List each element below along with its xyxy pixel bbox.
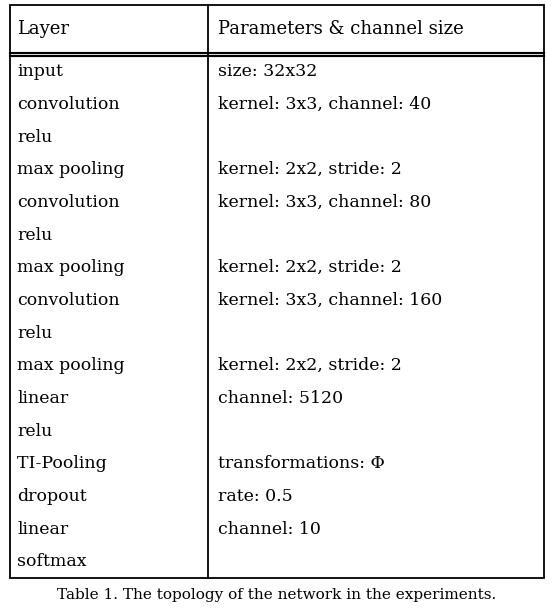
Text: TI-​Pooling: TI-​Pooling bbox=[17, 455, 107, 472]
Text: relu: relu bbox=[17, 227, 52, 244]
Text: kernel: 3x3, channel: 80: kernel: 3x3, channel: 80 bbox=[218, 194, 431, 211]
Text: channel: 10: channel: 10 bbox=[218, 521, 321, 537]
Text: kernel: 3x3, channel: 160: kernel: 3x3, channel: 160 bbox=[218, 292, 442, 309]
Text: max pooling: max pooling bbox=[17, 161, 125, 178]
Text: Table 1. The topology of the network in the experiments.: Table 1. The topology of the network in … bbox=[58, 588, 496, 602]
Text: convolution: convolution bbox=[17, 96, 120, 113]
Text: input: input bbox=[17, 63, 63, 80]
Text: kernel: 2x2, stride: 2: kernel: 2x2, stride: 2 bbox=[218, 259, 402, 276]
Text: dropout: dropout bbox=[17, 488, 86, 505]
Text: relu: relu bbox=[17, 129, 52, 146]
Text: rate: 0.5: rate: 0.5 bbox=[218, 488, 293, 505]
Text: kernel: 2x2, stride: 2: kernel: 2x2, stride: 2 bbox=[218, 161, 402, 178]
Text: max pooling: max pooling bbox=[17, 259, 125, 276]
Text: max pooling: max pooling bbox=[17, 357, 125, 375]
Text: Parameters & channel size: Parameters & channel size bbox=[218, 20, 464, 38]
Text: kernel: 2x2, stride: 2: kernel: 2x2, stride: 2 bbox=[218, 357, 402, 375]
Text: linear: linear bbox=[17, 390, 68, 407]
Text: softmax: softmax bbox=[17, 553, 86, 570]
Text: size: 32x32: size: 32x32 bbox=[218, 63, 317, 80]
Text: convolution: convolution bbox=[17, 194, 120, 211]
Text: kernel: 3x3, channel: 40: kernel: 3x3, channel: 40 bbox=[218, 96, 431, 113]
Text: linear: linear bbox=[17, 521, 68, 537]
Text: Layer: Layer bbox=[17, 20, 69, 38]
Text: channel: 5120: channel: 5120 bbox=[218, 390, 343, 407]
Text: transformations: Φ: transformations: Φ bbox=[218, 455, 385, 472]
Text: convolution: convolution bbox=[17, 292, 120, 309]
Text: relu: relu bbox=[17, 422, 52, 440]
Text: relu: relu bbox=[17, 325, 52, 341]
